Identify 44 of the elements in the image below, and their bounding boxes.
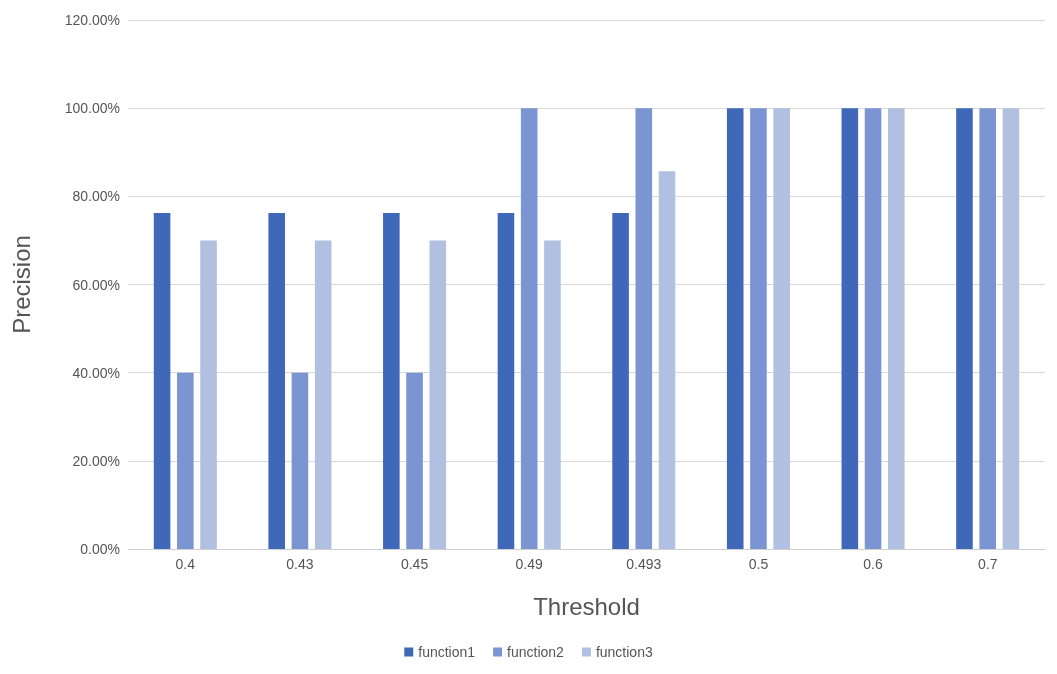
x-tick-label: 0.45 bbox=[400, 556, 429, 572]
x-tick-label: 0.493 bbox=[626, 556, 662, 572]
bar bbox=[773, 108, 790, 549]
legend-label: function2 bbox=[507, 644, 565, 660]
bar bbox=[200, 240, 217, 549]
bar bbox=[177, 372, 194, 549]
bar bbox=[635, 108, 653, 549]
bar bbox=[750, 108, 767, 549]
bar bbox=[383, 213, 400, 549]
x-tick-label: 0.43 bbox=[286, 556, 314, 572]
bar bbox=[658, 171, 676, 549]
bar bbox=[314, 240, 332, 549]
bar bbox=[429, 240, 447, 549]
bar bbox=[406, 372, 423, 549]
x-axis-title: Threshold bbox=[533, 592, 640, 620]
y-tick-label: 100.00% bbox=[64, 100, 120, 117]
bar bbox=[268, 213, 286, 549]
bar bbox=[544, 240, 561, 549]
y-tick-label: 120.00% bbox=[64, 12, 120, 28]
bar bbox=[612, 213, 629, 549]
y-axis-title: Precision bbox=[7, 235, 35, 334]
legend-label: function3 bbox=[595, 644, 653, 660]
x-tick-label: 0.49 bbox=[515, 556, 544, 572]
bar bbox=[1002, 108, 1020, 549]
x-tick-label: 0.5 bbox=[748, 556, 769, 572]
y-tick-label: 60.00% bbox=[72, 276, 120, 293]
legend-label: function1 bbox=[418, 644, 476, 660]
y-tick-label: 40.00% bbox=[72, 364, 120, 381]
y-tick-label: 80.00% bbox=[72, 188, 120, 205]
bar bbox=[956, 108, 973, 549]
x-tick-label: 0.6 bbox=[863, 556, 883, 572]
bar bbox=[520, 108, 538, 549]
bar bbox=[726, 108, 744, 549]
y-tick-label: 20.00% bbox=[72, 452, 120, 469]
bar bbox=[497, 213, 515, 549]
y-tick-label: 0.00% bbox=[80, 541, 120, 557]
bar bbox=[841, 108, 859, 549]
bar bbox=[979, 108, 996, 549]
x-tick-label: 0.7 bbox=[977, 556, 998, 572]
x-tick-label: 0.4 bbox=[175, 556, 196, 572]
bar bbox=[291, 372, 309, 549]
bar bbox=[887, 108, 905, 549]
bar bbox=[864, 108, 882, 549]
bar bbox=[153, 213, 171, 549]
